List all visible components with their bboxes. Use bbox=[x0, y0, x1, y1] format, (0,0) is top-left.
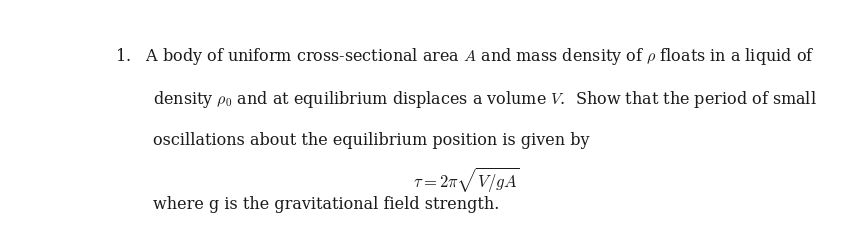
Text: oscillations about the equilibrium position is given by: oscillations about the equilibrium posit… bbox=[153, 132, 589, 149]
Text: density $\rho_0$ and at equilibrium displaces a volume $V$.  Show that the perio: density $\rho_0$ and at equilibrium disp… bbox=[153, 89, 817, 110]
Text: 1.   A body of uniform cross-sectional area $A$ and mass density of $\rho$ float: 1. A body of uniform cross-sectional are… bbox=[115, 46, 815, 67]
Text: $\tau = 2\pi\sqrt{V/gA}$: $\tau = 2\pi\sqrt{V/gA}$ bbox=[413, 166, 521, 195]
Text: where g is the gravitational field strength.: where g is the gravitational field stren… bbox=[153, 196, 499, 213]
